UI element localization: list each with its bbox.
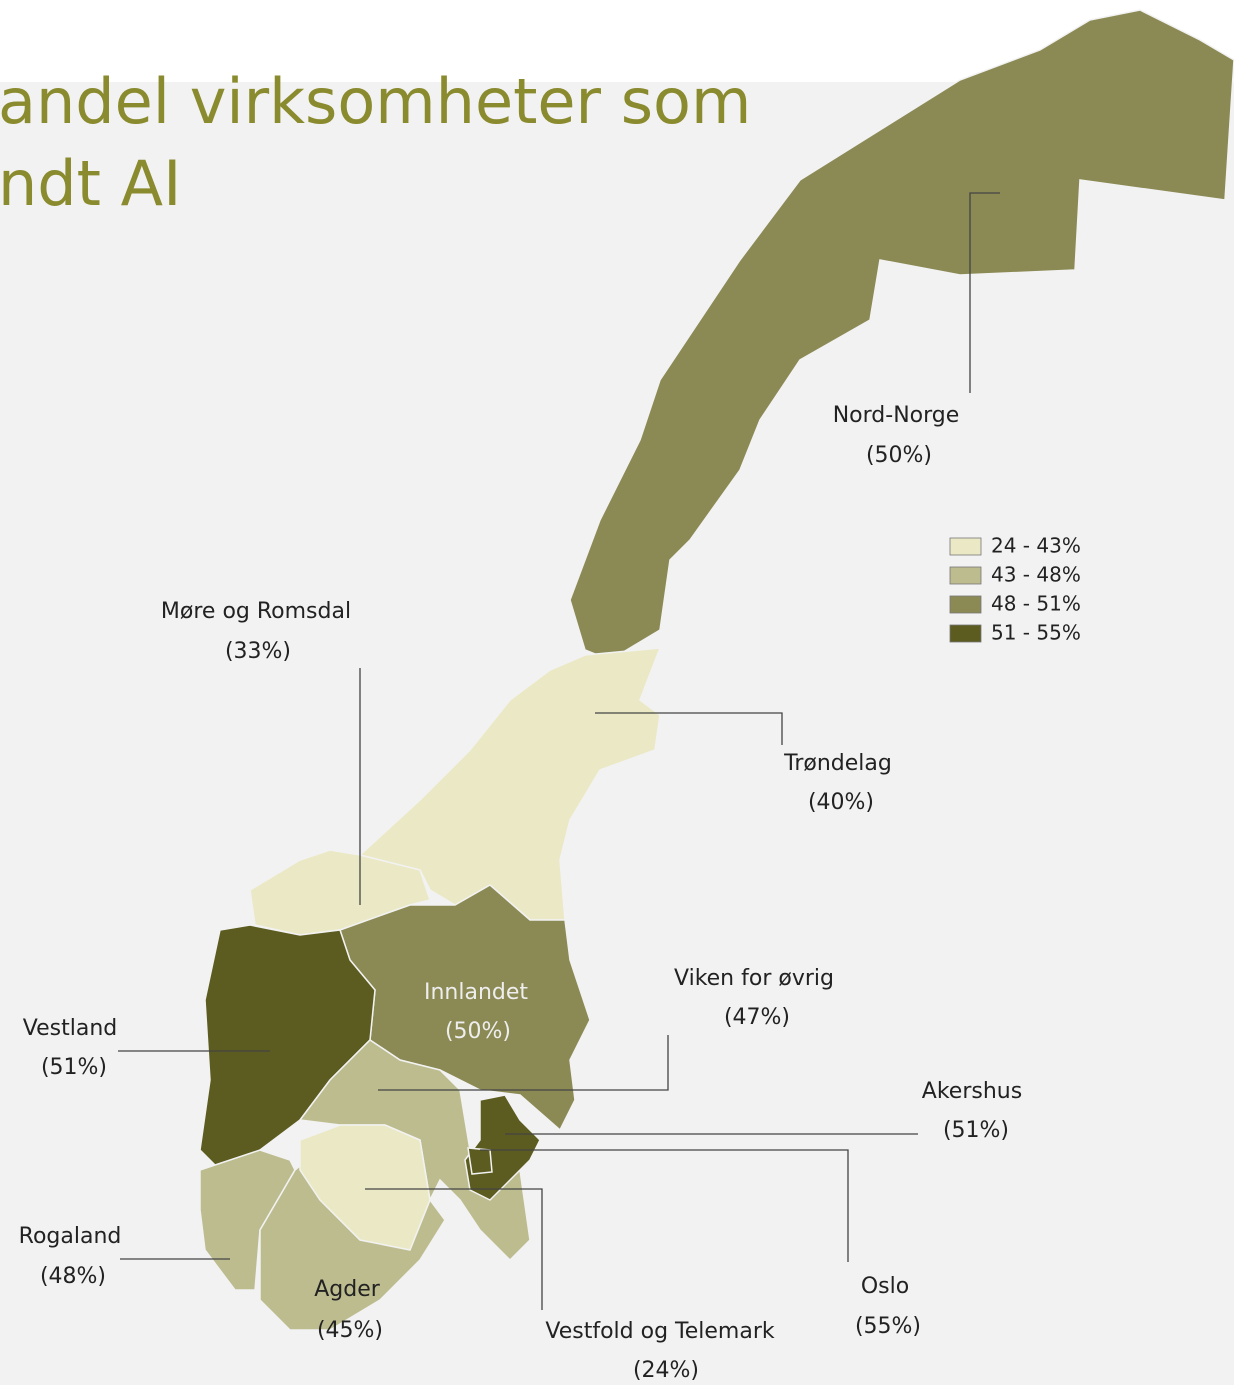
legend-swatch [949, 566, 982, 585]
region-name: Oslo [861, 1274, 909, 1299]
region-name: Trøndelag [783, 751, 892, 776]
legend-label: 43 - 48% [991, 563, 1081, 587]
legend-label: 51 - 55% [991, 621, 1081, 645]
leader-line [969, 192, 1000, 393]
region-value: (47%) [724, 1005, 790, 1030]
leader-line [378, 1035, 669, 1091]
region-rogaland [199, 1149, 296, 1291]
title-line: ndt AI [0, 147, 181, 220]
region-viken [298, 1039, 531, 1262]
legend-label: 24 - 43% [991, 534, 1081, 558]
region-value: (24%) [633, 1358, 699, 1383]
legend-swatch [949, 595, 982, 614]
region-nord-norge [569, 9, 1234, 661]
region-value: (33%) [225, 639, 291, 664]
legend-swatch [949, 537, 982, 556]
title-line: andel virksomheter som [0, 65, 751, 138]
map [199, 9, 1234, 1331]
region-name: Agder [314, 1277, 381, 1302]
legend: 24 - 43% 43 - 48% 48 - 51% 51 - 55% [949, 534, 1081, 645]
leader-lines [118, 192, 1000, 1310]
region-value: (40%) [808, 790, 874, 815]
leader-line [365, 1188, 543, 1310]
region-value: (50%) [445, 1019, 511, 1044]
legend-label: 48 - 51% [991, 592, 1081, 616]
region-name: Nord-Norge [833, 403, 960, 428]
region-vestfold-og-telemark [299, 1124, 431, 1251]
region-name: Møre og Romsdal [161, 599, 351, 624]
legend-swatch [949, 624, 982, 643]
region-name: Vestfold og Telemark [545, 1319, 774, 1344]
region-value: (45%) [317, 1318, 383, 1343]
leader-line [480, 1149, 849, 1262]
region-name: Vestland [23, 1016, 117, 1041]
region-name: Viken for øvrig [674, 966, 834, 991]
region-name: Innlandet [424, 980, 528, 1005]
region-oslo [467, 1147, 493, 1175]
region-value: (48%) [40, 1264, 106, 1289]
region-value: (55%) [855, 1314, 921, 1339]
region-value: (51%) [41, 1055, 107, 1080]
leader-line [595, 712, 783, 745]
region-labels: Nord-Norge (50%) Møre og Romsdal (33%) T… [19, 403, 1023, 1383]
region-name: Akershus [922, 1079, 1022, 1104]
region-value: (51%) [943, 1118, 1009, 1143]
region-value: (50%) [866, 443, 932, 468]
region-name: Rogaland [19, 1224, 122, 1249]
